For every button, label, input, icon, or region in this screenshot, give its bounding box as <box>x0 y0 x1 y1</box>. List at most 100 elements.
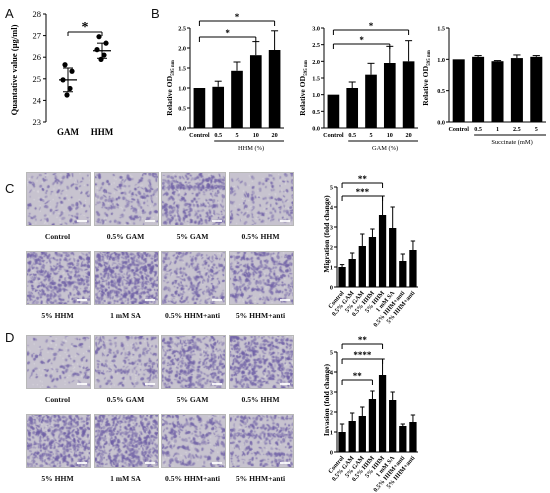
chart-b2-xlabel: GAM (%) <box>372 145 398 152</box>
chart-d-bar <box>338 432 346 452</box>
chart-b3-xtick-label: Control <box>448 126 469 133</box>
chart-b2-xtick-label: 0.5 <box>348 132 356 139</box>
chart-b1-ytick-label: 2.5 <box>178 26 186 33</box>
chart-d-bar <box>389 400 397 452</box>
chart-c-bar <box>409 250 417 287</box>
chart-a-ytick-label: 27 <box>33 31 42 41</box>
chart-b1-ylabel: Relative OD595 nm <box>165 59 176 115</box>
chart-c-ytick-label: 2 <box>330 245 333 252</box>
chart-b3: Relative OD595 nm 0.0 0.5 1.0 1.5 Control 0.5… <box>421 26 546 146</box>
panel-c-micrograph-caption: 5% GAM <box>176 232 209 241</box>
scale-bar <box>77 383 87 385</box>
chart-c-ylabel: Migration (fold change) <box>322 195 331 273</box>
chart-a-point <box>94 47 100 53</box>
chart-a-point <box>60 77 66 83</box>
panel-d-micrograph <box>94 414 159 468</box>
panel-letter-c: C <box>5 181 15 196</box>
chart-b3-bar <box>452 59 465 122</box>
chart-c-migration: Migration (fold change) 012345Control0.5… <box>322 174 418 329</box>
chart-b2-bar <box>346 88 359 128</box>
chart-b1-ytick-label: 0.0 <box>178 126 186 133</box>
chart-b3-xtick-label: 5 <box>535 126 538 133</box>
chart-b2-sig-stars: * <box>359 35 364 45</box>
chart-a-point <box>101 52 107 58</box>
panel-c-micrograph <box>161 172 226 226</box>
panel-d-micrograph <box>161 414 226 468</box>
panel-d-micrograph-caption: 0.5% GAM <box>106 395 145 404</box>
chart-b2-ytick-label: 3.0 <box>312 26 320 33</box>
chart-d-sig-stars: **** <box>353 350 372 360</box>
chart-b1-sig-stars: * <box>225 28 230 38</box>
chart-d-sig-stars: ** <box>353 371 363 381</box>
chart-c-bar <box>358 246 366 287</box>
panel-c-micrograph <box>26 251 91 305</box>
chart-a-ytick-label: 28 <box>33 9 42 19</box>
chart-a-point <box>62 62 68 68</box>
chart-b1-bar <box>231 70 243 128</box>
chart-d-bar <box>368 399 377 452</box>
chart-b3-bar <box>510 58 523 122</box>
chart-a-ylabel: Quantative value (µg/ml) <box>9 24 19 115</box>
chart-b1-bar <box>249 55 262 129</box>
chart-b2-bar <box>402 61 415 129</box>
panel-d-micrograph <box>229 414 294 468</box>
chart-d-invasion: Invasion (fold change) 012345Control0.5%… <box>322 335 418 493</box>
chart-b2-xtick-label: 5 <box>369 132 372 139</box>
chart-b1-xtick-label: 20 <box>272 132 278 139</box>
chart-c-ytick-label: 1 <box>330 265 333 272</box>
chart-a-point <box>67 85 73 92</box>
chart-c-bar <box>389 228 397 287</box>
chart-b3-bar <box>530 56 543 122</box>
scale-bar <box>212 462 222 464</box>
scale-bar <box>145 220 155 222</box>
chart-d-bar <box>409 422 417 452</box>
chart-a-ytick-label: 23 <box>33 117 42 127</box>
scale-bar <box>145 383 155 385</box>
chart-b3-ylabel-sub: 595 nm <box>427 49 432 66</box>
panel-d-micrograph <box>161 335 226 389</box>
chart-b3-ytick-label: 0.0 <box>437 120 445 127</box>
chart-c-ytick-label: 5 <box>330 185 333 192</box>
chart-b2-ytick-label: 0.0 <box>312 126 320 133</box>
chart-d-bar <box>378 375 387 452</box>
panel-d-micrograph <box>229 335 294 389</box>
chart-d-bar <box>358 416 366 452</box>
chart-c-bar <box>368 237 377 287</box>
chart-b3-xlabel: Succinate (mM) <box>491 139 532 146</box>
chart-c-sig-stars: *** <box>356 187 370 197</box>
panel-letter-a: A <box>5 6 14 21</box>
scale-bar <box>280 299 290 301</box>
chart-b2-bar <box>383 63 396 128</box>
chart-a-point <box>98 56 104 62</box>
chart-b1-xlabel: HHM (%) <box>238 145 264 152</box>
chart-a-sig-star: * <box>82 20 89 35</box>
chart-c-bar <box>338 267 346 287</box>
chart-d-ytick-label: 1 <box>330 430 333 437</box>
chart-d-ytick-label: 3 <box>330 390 333 397</box>
chart-b3-xtick-label: 1 <box>496 126 499 133</box>
chart-c-bar <box>399 261 407 287</box>
chart-c-bar <box>378 215 387 287</box>
chart-b1-bar <box>212 86 225 128</box>
chart-c-bar <box>348 259 356 287</box>
scale-bar <box>77 462 87 464</box>
chart-b1-ylabel-sub: 595 nm <box>171 59 176 76</box>
chart-b2-ytick-label: 1.5 <box>312 76 320 83</box>
chart-b1-xtick-label: 0.5 <box>214 132 222 139</box>
panel-c-micrograph <box>26 172 91 226</box>
panel-d-micrograph <box>94 335 159 389</box>
chart-b3-ytick-label: 1.5 <box>437 26 445 33</box>
chart-a-point <box>103 40 109 46</box>
chart-b2-xtick-label: 10 <box>387 132 393 139</box>
chart-b2-ylabel-sub: 595 nm <box>304 59 309 76</box>
chart-b3-ytick-label: 0.5 <box>437 88 445 95</box>
chart-b2: Relative OD595 nm 0.0 0.5 1.0 1.5 2.0 2.5 3.0 C… <box>298 21 418 152</box>
chart-b1-bar <box>268 50 281 128</box>
scale-bar <box>77 299 87 301</box>
chart-a-point <box>69 68 75 74</box>
chart-c-ytick-label: 4 <box>330 205 333 212</box>
panel-c-micrograph-caption: 0.5% HHM <box>241 232 280 241</box>
panel-d-micrograph <box>26 335 91 389</box>
chart-b3-ytick-label: 1.0 <box>437 57 445 64</box>
chart-b3-ylabel: Relative OD595 nm <box>421 49 432 105</box>
